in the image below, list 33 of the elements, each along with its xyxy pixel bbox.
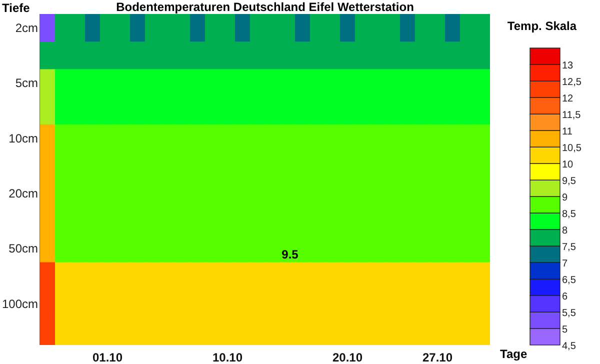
color-bar-label: 13 [562, 60, 574, 72]
x-tick-label: 27.10 [422, 350, 453, 364]
x-tick-label: 20.10 [332, 350, 363, 364]
color-bar-label: 6 [562, 292, 568, 302]
color-bar-label: 11 [562, 126, 573, 138]
color-bar-label: 10 [562, 160, 574, 170]
y-tick-label: 20cm [8, 186, 38, 201]
y-axis-title: Tiefe [2, 1, 30, 15]
color-bar-label: 5 [562, 324, 568, 336]
color-bar-label: 8,5 [562, 209, 576, 220]
y-tick-label: 10cm [8, 131, 38, 146]
color-bar-label: 7,5 [562, 242, 576, 253]
color-bar-label: 8 [562, 226, 568, 236]
color-bar-label: 5,5 [562, 308, 576, 319]
color-bar-label: 10,5 [562, 143, 582, 154]
color-bar-label: 12 [562, 94, 574, 104]
color-bar-label: 4,5 [562, 341, 576, 352]
chart-title: Bodentemperaturen Deutschland Eifel Wetterstation [116, 0, 414, 14]
color-bar-label: 12,5 [562, 77, 582, 88]
x-tick-label: 01.10 [92, 350, 123, 364]
y-tick-label: 100cm [2, 296, 38, 311]
color-bar-label: 9,5 [562, 176, 576, 187]
color-bar-title: Temp. Skala [507, 19, 577, 33]
color-bar-label: 9 [562, 192, 568, 204]
x-axis-title: Tage [500, 347, 528, 361]
color-bar-label: 6,5 [562, 275, 576, 286]
color-bar-label: 7 [562, 258, 568, 270]
color-bar-label: 11,5 [562, 110, 582, 121]
y-tick-label: 2cm [15, 21, 38, 36]
y-tick-label: 5cm [15, 76, 38, 90]
x-tick-label: 10.10 [212, 350, 243, 364]
y-tick-label: 50cm [8, 242, 38, 256]
annotation: 9.5 [282, 247, 299, 262]
